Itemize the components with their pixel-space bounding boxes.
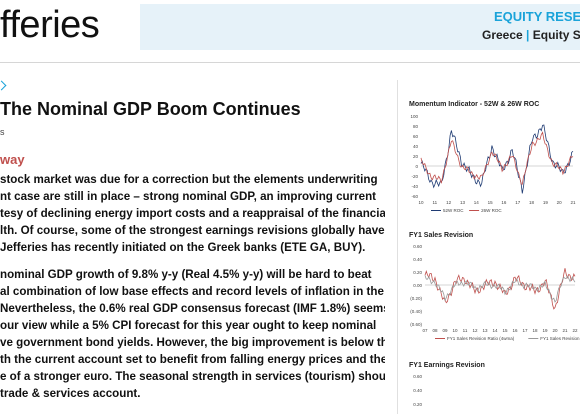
x-tick-label: 12: [446, 200, 452, 205]
earnings-chart: 0.60 0.40 0.20: [413, 374, 422, 407]
x-tick-label: 19: [543, 200, 549, 205]
legend-label: FY1 Sales Revision R: [540, 336, 580, 341]
x-tick-label: 10: [452, 328, 458, 333]
header-divider: [0, 62, 580, 63]
y-tick-label: 100: [410, 114, 418, 119]
x-tick-label: 18: [529, 200, 535, 205]
y-tick-label: 0.00: [413, 283, 422, 288]
series-line-0: [420, 124, 574, 194]
x-tick-label: 12: [472, 328, 478, 333]
sales-chart-title: FY1 Sales Revision: [409, 232, 474, 239]
x-tick-label: 07: [422, 328, 428, 333]
earnings-chart-title: FY1 Earnings Revision: [409, 362, 485, 369]
legend-label: FY1 Sales Revision Ratio (4wma): [447, 336, 515, 341]
sales-chart: 0.60 0.40 0.20 0.00 (0.20) (0.40) (0.60)07 08 09…: [410, 244, 580, 341]
x-tick-label: 09: [442, 328, 448, 333]
subtitle-separator: |: [526, 28, 530, 42]
x-tick-label: 14: [474, 200, 480, 205]
x-tick-label: 21: [570, 200, 576, 205]
x-tick-label: 11: [432, 200, 437, 205]
y-tick-label: 20: [413, 154, 419, 159]
x-tick-label: 20: [557, 200, 563, 205]
y-tick-label: 0.60: [413, 244, 422, 249]
paragraph-2: nominal GDP growth of 9.8% y-y (Real 4.5…: [0, 266, 385, 402]
momentum-chart-title: Momentum Indicator - 52W & 26W ROC: [409, 101, 540, 108]
chart-column: [397, 80, 580, 414]
equity-research-label: EQUITY RESE: [494, 9, 580, 24]
paragraph-line: trade & services account.: [0, 387, 141, 400]
article-title: The Nominal GDP Boom Continues: [0, 99, 301, 119]
jefferies-logo: fferies: [0, 4, 100, 46]
x-tick-label: 19: [542, 328, 548, 333]
header-banner: [140, 4, 580, 50]
x-tick-label: 11: [463, 328, 468, 333]
paragraph-line: stock market was due for a correction bu…: [0, 173, 378, 186]
paragraph-line: nominal GDP growth of 9.8% y-y (Real 4.5…: [0, 268, 372, 281]
y-tick-label: (0.20): [410, 296, 422, 301]
legend-label: 26W ROC: [481, 208, 502, 213]
paragraph-line: our view while a 5% CPI forecast for thi…: [0, 319, 377, 332]
subtitle-rest: Equity S: [532, 28, 580, 42]
x-tick-label: 22: [572, 328, 578, 333]
takeaway-heading: way: [0, 152, 25, 167]
y-tick-label: (0.40): [410, 309, 422, 314]
x-tick-label: 13: [482, 328, 488, 333]
x-tick-label: 14: [492, 328, 498, 333]
y-tick-label: (0.60): [410, 322, 422, 327]
y-tick-label: 0.40: [413, 388, 422, 393]
country-label: Greece: [482, 28, 523, 42]
y-tick-label: 0.40: [413, 257, 422, 262]
paragraph-line: Jefferies has recently initiated on the …: [0, 241, 366, 254]
y-tick-label: -20: [411, 174, 418, 179]
chevron-right-icon: [0, 80, 7, 91]
y-tick-label: 80: [413, 124, 419, 129]
x-tick-label: 15: [488, 200, 494, 205]
paragraph-line: lth. Of course, some of the strongest ea…: [0, 224, 385, 237]
paragraph-line: tesy of declining energy import costs an…: [0, 207, 385, 220]
x-tick-label: 21: [562, 328, 568, 333]
y-tick-label: 60: [413, 134, 419, 139]
x-tick-label: 16: [512, 328, 518, 333]
x-tick-label: 13: [460, 200, 466, 205]
paragraph-line: nt case are still in place – strong nomi…: [0, 190, 377, 203]
y-tick-label: 0.20: [413, 402, 422, 407]
paragraph-line: e of a stronger euro. The seasonal stren…: [0, 370, 385, 383]
x-tick-label: 16: [501, 200, 507, 205]
y-tick-label: 40: [413, 144, 419, 149]
y-tick-label: -40: [411, 184, 418, 189]
x-tick-label: 18: [532, 328, 538, 333]
paragraph-line: ve government bond yields. However, the …: [0, 336, 385, 349]
paragraph-line: al combination of low base effects and r…: [0, 285, 384, 298]
x-tick-label: 10: [418, 200, 424, 205]
x-tick-label: 17: [522, 328, 528, 333]
x-tick-label: 15: [502, 328, 508, 333]
paragraph-1: stock market was due for a correction bu…: [0, 171, 385, 256]
y-tick-label: -60: [411, 194, 418, 199]
header-subtitle: Greece | Equity S: [482, 28, 580, 42]
y-tick-label: 0.20: [413, 270, 422, 275]
title-fragment: s: [0, 127, 5, 137]
x-tick-label: 17: [515, 200, 521, 205]
paragraph-line: Nevertheless, the 0.6% real GDP consensu…: [0, 302, 385, 315]
y-tick-label: 0.60: [413, 374, 422, 379]
y-tick-label: 0: [415, 164, 418, 169]
paragraph-line: th the current account set to benefit fr…: [0, 353, 385, 366]
series-line-1: [420, 131, 574, 185]
x-tick-label: 20: [552, 328, 558, 333]
legend-label: 52W ROC: [443, 208, 464, 213]
series-line-1: [424, 275, 576, 303]
x-tick-label: 08: [432, 328, 438, 333]
